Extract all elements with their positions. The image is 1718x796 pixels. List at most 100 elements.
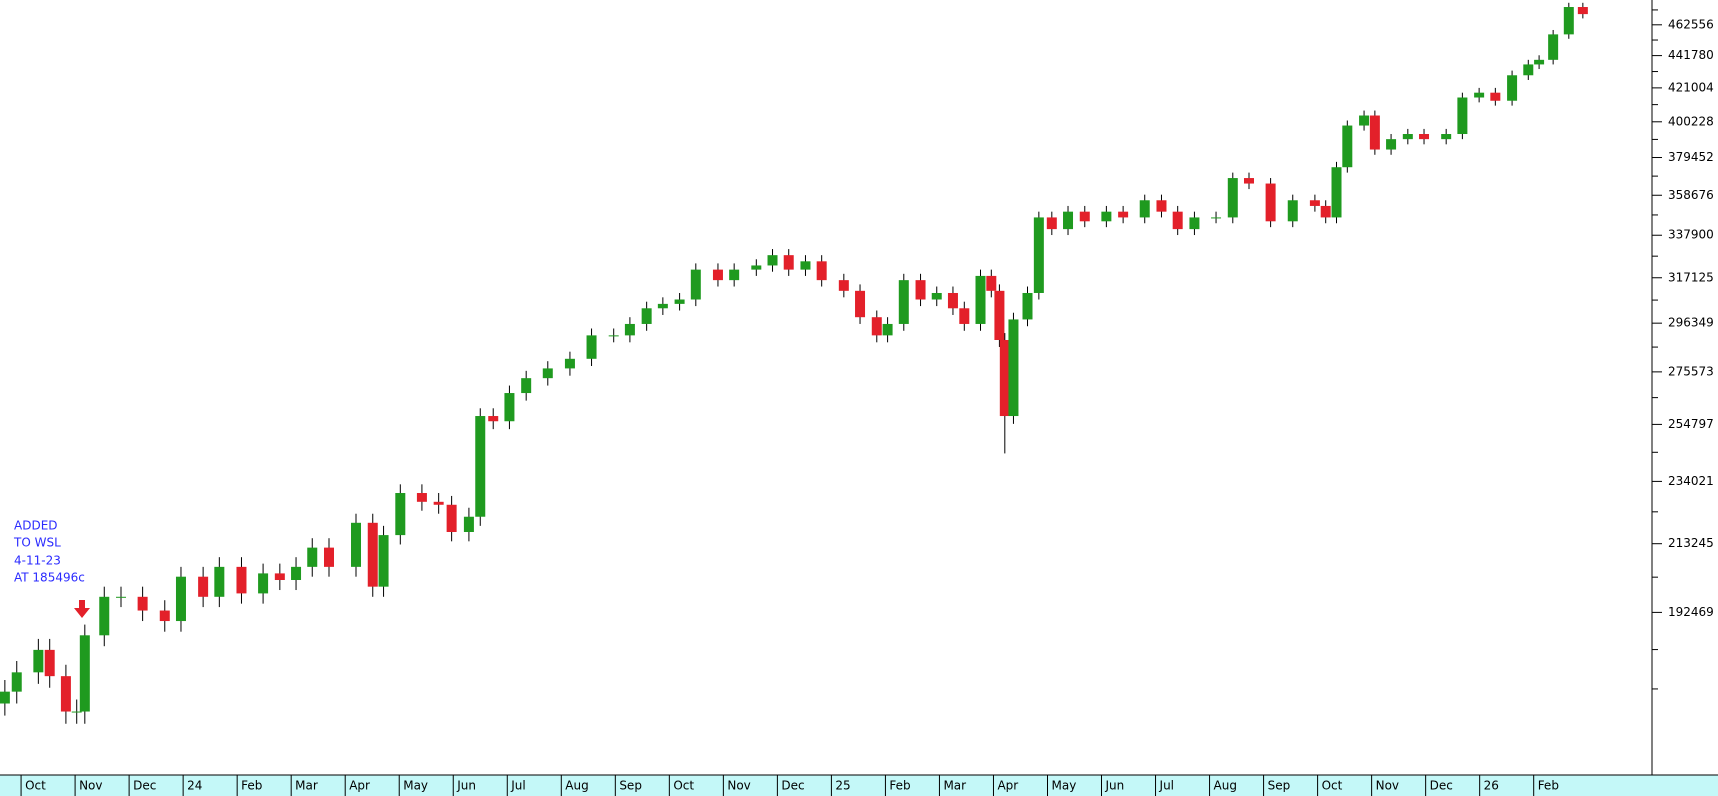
candle-body — [307, 547, 318, 567]
candle-body — [159, 610, 170, 622]
x-tick-label: Mar — [943, 779, 966, 793]
x-tick-label: Feb — [889, 779, 910, 793]
candle-body — [1548, 34, 1559, 60]
candle-body — [838, 280, 849, 291]
candle-body — [475, 416, 486, 517]
annotation-line: 4-11-23 — [14, 554, 61, 568]
x-tick-label: Sep — [1268, 779, 1291, 793]
annotation: ADDED TO WSL 4-11-23 AT 185496c — [13, 519, 90, 618]
y-tick-label: 234021 — [1668, 474, 1714, 488]
candle-body — [236, 566, 247, 594]
candle-body — [1369, 115, 1380, 150]
candle-body — [198, 576, 209, 597]
candle-body — [1227, 178, 1238, 218]
candle-body — [1309, 200, 1320, 206]
candle-body — [33, 649, 44, 673]
candle-body — [674, 299, 685, 304]
y-tick-label: 379452 — [1668, 150, 1714, 164]
candle-body — [1046, 217, 1057, 230]
candle-body — [1419, 134, 1430, 140]
candle-body — [395, 493, 406, 536]
candle-body — [137, 596, 148, 611]
candle-body — [959, 308, 970, 324]
x-tick-label: Aug — [1214, 779, 1237, 793]
candle-body — [521, 378, 532, 394]
y-tick-label: 296349 — [1668, 316, 1714, 330]
x-axis: Oct Nov Dec 24 Feb Mar Apr May Jun Jul Aug Sep Oct No… — [0, 774, 1718, 796]
candle-body — [1563, 7, 1574, 35]
annotation-line: TO WSL — [13, 536, 61, 550]
candle-body — [323, 547, 334, 567]
x-tick-label: Dec — [781, 779, 804, 793]
x-tick-label: Jul — [510, 779, 525, 793]
candle-body — [1474, 92, 1485, 98]
y-tick-label: 358676 — [1668, 188, 1714, 202]
y-tick-label: 400228 — [1668, 114, 1714, 128]
x-tick-label: Jun — [1105, 779, 1125, 793]
x-tick-label: 26 — [1484, 779, 1499, 793]
candle-body — [986, 275, 997, 291]
candle-body — [116, 596, 127, 598]
candle-body — [657, 303, 668, 309]
candle-body — [931, 292, 942, 300]
candle-body — [608, 335, 619, 337]
candle-body — [999, 339, 1010, 417]
candle-body — [1441, 134, 1452, 140]
y-tick-label: 192469 — [1668, 605, 1714, 619]
candle-body — [214, 566, 225, 597]
candle-body — [463, 516, 474, 533]
candle-body — [1243, 178, 1254, 184]
candle-body — [1359, 115, 1370, 126]
candle-body — [1172, 211, 1183, 230]
candle-body — [504, 393, 515, 422]
candle-body — [712, 269, 723, 281]
x-tick-label: Sep — [619, 779, 642, 793]
candle-body — [0, 691, 10, 704]
annotation-line: AT 185496c — [14, 571, 85, 585]
candle-body — [542, 368, 553, 379]
candle-body — [783, 255, 794, 270]
candle-body — [882, 323, 893, 336]
candle-body — [291, 566, 302, 581]
y-tick-label: 213245 — [1668, 536, 1714, 550]
candle-body — [79, 635, 90, 712]
candle-body — [994, 290, 1005, 340]
candle-body — [274, 573, 285, 581]
x-tick-label: Nov — [79, 779, 102, 793]
x-tick-label: Feb — [1538, 779, 1559, 793]
candle-body — [975, 275, 986, 324]
candle-body — [1156, 200, 1167, 212]
candle-body — [1523, 64, 1534, 76]
candle-body — [641, 308, 652, 324]
x-tick-label: Dec — [133, 779, 156, 793]
candle-body — [1008, 319, 1019, 417]
x-tick-label: Feb — [241, 779, 262, 793]
candle-body — [751, 265, 762, 270]
candle-body — [99, 596, 110, 636]
candle-body — [1402, 134, 1413, 140]
candle-body — [367, 522, 378, 587]
candle-body — [433, 501, 444, 505]
candle-body — [767, 255, 778, 266]
candle-body — [1033, 217, 1044, 293]
candle-body — [586, 335, 597, 359]
candle-body — [258, 573, 269, 594]
x-tick-label: May — [403, 779, 428, 793]
x-tick-label: May — [1051, 779, 1076, 793]
x-tick-label: Nov — [1376, 779, 1399, 793]
candle-body — [1139, 200, 1150, 218]
candle-body — [378, 535, 389, 587]
candle-body — [175, 576, 186, 622]
x-tick-label: Nov — [727, 779, 750, 793]
candle-body — [11, 672, 22, 692]
y-tick-label: 337900 — [1668, 228, 1714, 242]
candle-body — [1265, 183, 1276, 222]
annotation-arrow — [74, 600, 90, 618]
candle-body — [488, 416, 499, 422]
candle-body — [1063, 211, 1074, 230]
x-axis-strip — [0, 775, 1718, 796]
candle-body — [690, 269, 701, 300]
candle-body — [915, 280, 926, 300]
candle-body — [1118, 211, 1129, 218]
